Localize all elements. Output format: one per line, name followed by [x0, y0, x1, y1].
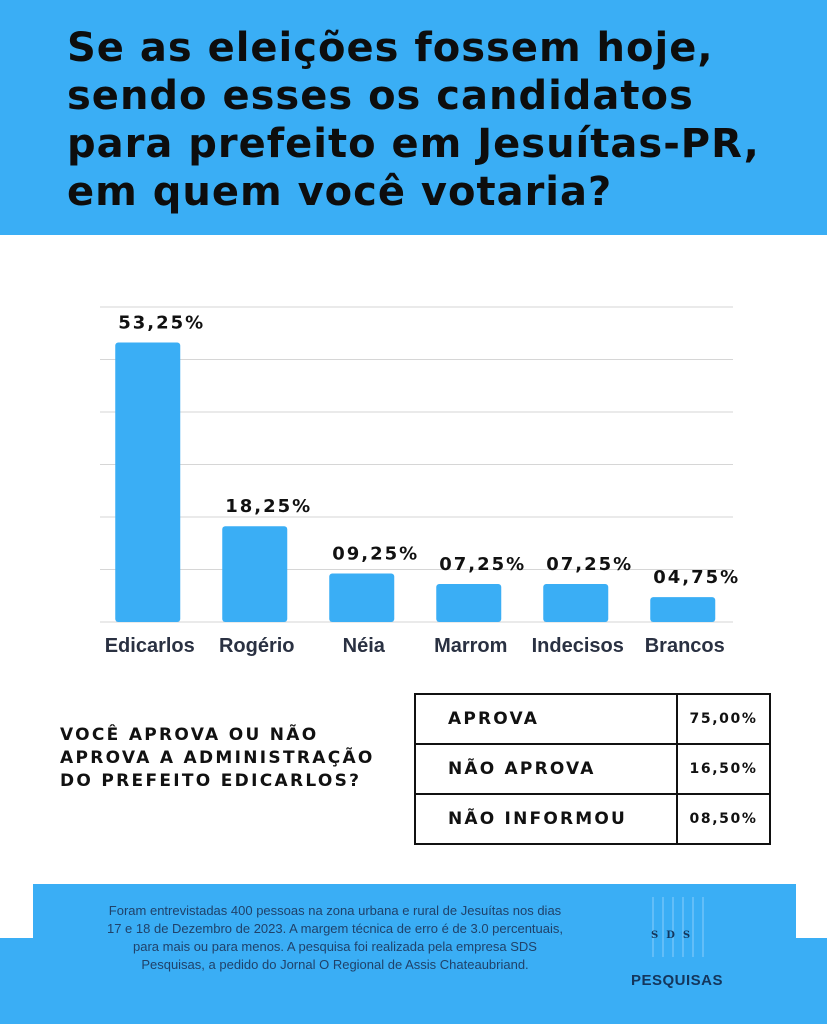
bar-edicarlos: [115, 342, 181, 622]
data-label: 07,25%: [439, 554, 526, 575]
category-label: Marrom: [434, 635, 507, 657]
category-label: Brancos: [645, 635, 725, 657]
approval-option: NÃO INFORMOU: [414, 793, 678, 845]
approval-option: NÃO APROVA: [414, 743, 678, 795]
approval-value: 16,50%: [676, 743, 771, 795]
bar-chart: 53,25% Edicarlos 18,25% Rogério 09,25% Néia 07…: [100, 306, 740, 657]
category-label: Néia: [343, 635, 386, 657]
approval-option: APROVA: [414, 693, 678, 745]
table-row: NÃO INFORMOU 08,50%: [414, 793, 771, 845]
data-label: 18,25%: [225, 496, 312, 517]
footer-box: [33, 884, 796, 1024]
logo-letters: SDS: [651, 930, 699, 941]
bar-rogério: [222, 526, 288, 622]
methodology-note: Foram entrevistadas 400 pessoas na zona …: [106, 903, 563, 972]
data-label: 53,25%: [118, 312, 205, 333]
bar-néia: [329, 573, 395, 622]
table-row: NÃO APROVA 16,50%: [414, 743, 771, 795]
data-label: 04,75%: [653, 567, 740, 588]
approval-table: APROVA 75,00% NÃO APROVA 16,50% NÃO INFO…: [414, 693, 771, 845]
data-label: 07,25%: [546, 554, 633, 575]
page-title: Se as eleições fossem hoje, sendo esses …: [67, 25, 760, 215]
bar-marrom: [436, 583, 502, 622]
approval-value: 75,00%: [676, 693, 771, 745]
category-label: Rogério: [219, 635, 295, 657]
sds-logo-icon: [652, 897, 704, 957]
bar-indecisos: [543, 583, 609, 622]
category-label: Edicarlos: [105, 635, 195, 657]
approval-question: VOCÊ APROVA OU NÃO APROVA A ADMINISTRAÇÃ…: [60, 725, 375, 791]
header-banner: Se as eleições fossem hoje, sendo esses …: [0, 0, 827, 235]
data-label: 09,25%: [332, 543, 419, 564]
category-label: Indecisos: [532, 635, 624, 657]
table-row: APROVA 75,00%: [414, 693, 771, 745]
bar-brancos: [650, 597, 716, 622]
approval-value: 08,50%: [676, 793, 771, 845]
logo-wordmark: PESQUISAS: [631, 972, 724, 989]
